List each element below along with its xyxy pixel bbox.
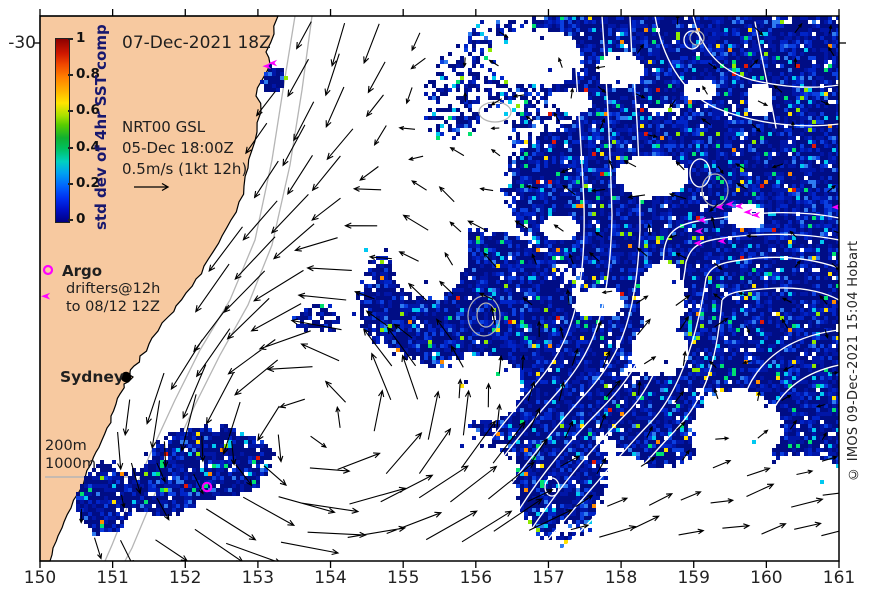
- x-tick-label: 158: [604, 568, 638, 588]
- bathymetry-loop-contours: [467, 30, 729, 337]
- argo-marker: [201, 481, 213, 493]
- drifter-marker: [831, 203, 841, 211]
- city-marker-sydney: [120, 371, 132, 383]
- ssh-contours: [437, 16, 839, 561]
- drifter-marker: [725, 200, 735, 208]
- drifter-marker: [694, 227, 704, 235]
- colorbar-tick-label: 0.6: [76, 102, 100, 119]
- colorbar-tick-label: 0.8: [76, 66, 100, 83]
- colorbar-label: std dev of 4hr SST comp: [92, 24, 110, 230]
- colorbar-gradient: [55, 38, 70, 223]
- model-info-block: NRT00 GSL 05-Dec 18:00Z 0.5m/s (1kt 12h): [122, 117, 247, 180]
- x-tick-label: 156: [459, 568, 493, 588]
- axis-ticks: [33, 9, 846, 568]
- colorbar-tick-mark: [68, 182, 73, 185]
- drifter-marker: [734, 202, 744, 210]
- colorbar-tick-label: 0: [76, 211, 86, 227]
- legend-argo-label: Argo: [62, 262, 103, 280]
- colorbar-tick-label: 0.2: [76, 174, 100, 191]
- colorbar-tick-label: 0.4: [76, 138, 100, 155]
- x-tick-label: 153: [241, 568, 275, 588]
- drifter-marker: [715, 203, 725, 211]
- x-tick-label: 152: [169, 568, 202, 588]
- city-label-sydney: Sydney: [60, 368, 125, 386]
- x-tick-label: 161: [822, 568, 856, 588]
- drifter-marker: [268, 59, 278, 67]
- drifter-marker: [751, 211, 761, 219]
- model-valid-time: 05-Dec 18:00Z: [122, 139, 234, 157]
- legend-drifters-line1: drifters@12h: [66, 281, 161, 297]
- y-tick-label: -30: [8, 33, 36, 53]
- vector-scale-label: 0.5m/s (1kt 12h): [122, 160, 248, 178]
- x-tick-label: 159: [677, 568, 710, 588]
- sst-stddev-field: [76, 16, 839, 548]
- x-tick-label: 160: [750, 568, 783, 588]
- legend-drifters-line2: to 08/12 12Z: [66, 299, 160, 315]
- drifter-marker: [717, 237, 727, 245]
- drifter-marker: [743, 208, 753, 216]
- legend-argo-marker-icon: [42, 264, 54, 276]
- drifter-marker: [697, 216, 707, 224]
- plot-title: 07-Dec-2021 18Z: [122, 33, 271, 53]
- x-tick-label: 155: [386, 568, 420, 588]
- colorbar-tick-mark: [68, 110, 73, 113]
- colorbar-tick-label: 1: [76, 30, 86, 46]
- drifter-marker: [693, 239, 703, 247]
- x-tick-label: 154: [314, 568, 347, 588]
- legend-drifter-marker-icon: [41, 292, 51, 300]
- bathy-legend-1000m: 1000m: [45, 456, 97, 472]
- observation-markers: [41, 59, 841, 493]
- current-vectors: [79, 16, 839, 561]
- colorbar-tick-mark: [68, 146, 73, 149]
- x-tick-label: 157: [532, 568, 565, 588]
- bathy-legend-200m: 200m: [45, 438, 87, 454]
- colorbar-tick-mark: [68, 219, 73, 221]
- model-run-label: NRT00 GSL: [122, 118, 206, 136]
- axis-frame: [39, 15, 840, 562]
- colorbar-tick-mark: [68, 38, 73, 40]
- x-tick-label: 150: [23, 568, 57, 588]
- x-tick-label: 151: [96, 568, 129, 588]
- imos-credit-text: © IMOS 09-Dec-2021 15:04 Hobart: [846, 240, 861, 482]
- vector-scale-arrow: [134, 182, 170, 192]
- drifter-marker: [262, 62, 272, 70]
- colorbar-tick-mark: [68, 74, 73, 77]
